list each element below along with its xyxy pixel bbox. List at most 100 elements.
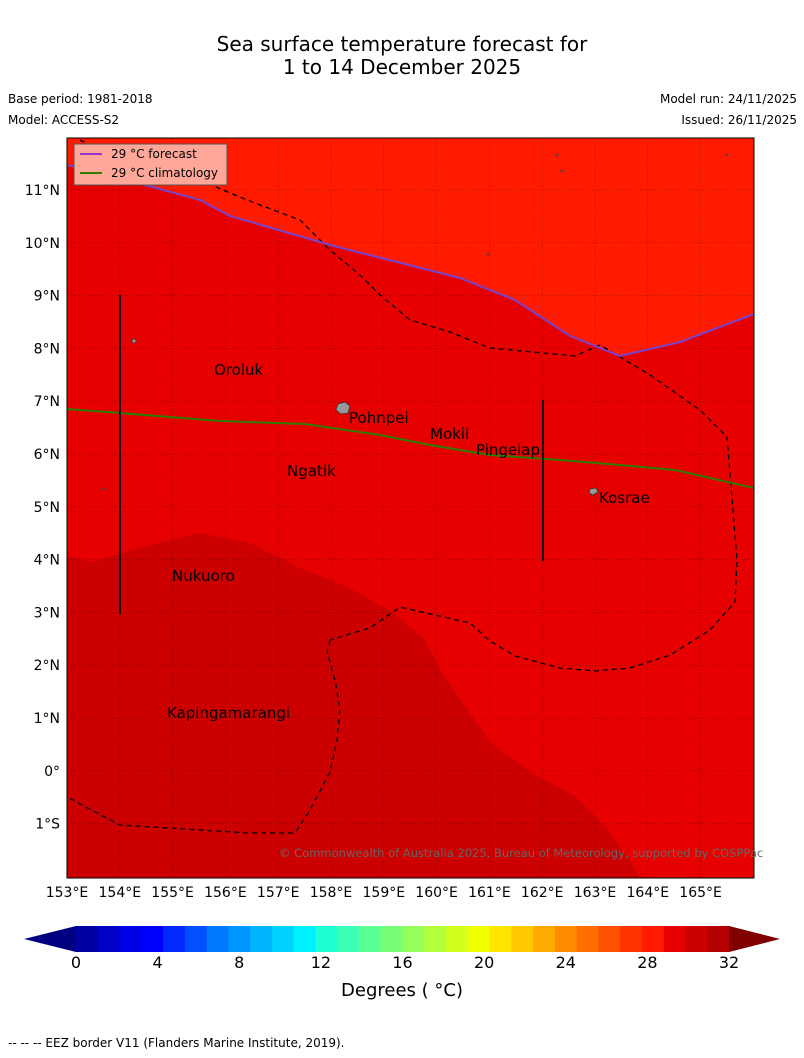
colorbar-swatch <box>576 926 599 952</box>
place-mokil: Mokil <box>430 425 469 443</box>
place-kapingamarangi: Kapingamarangi <box>167 704 290 722</box>
colorbar-swatch <box>337 926 360 952</box>
colorbar-min-arrow <box>24 926 76 952</box>
issued-date: Issued: 26/11/2025 <box>681 113 797 127</box>
lon-label: 153°E <box>46 885 89 901</box>
colorbar-tick: 24 <box>555 953 576 972</box>
lat-label: 2°N <box>34 658 60 674</box>
colorbar-swatch <box>467 926 491 952</box>
colorbar-swatch <box>489 926 512 952</box>
colorbar-tick: 32 <box>718 953 740 972</box>
lon-label: 159°E <box>363 885 406 901</box>
colorbar-label: Degrees ( °C) <box>341 980 463 1001</box>
lat-label: 6°N <box>34 447 60 463</box>
lon-label: 165°E <box>679 885 722 901</box>
islet <box>555 153 559 157</box>
islet <box>486 252 490 256</box>
lon-label: 162°E <box>521 885 564 901</box>
map-frame <box>66 137 755 879</box>
colorbar-tick: 8 <box>234 953 245 972</box>
colorbar-tick: 12 <box>310 953 332 972</box>
colorbar-swatch <box>685 926 708 952</box>
place-oroluk: Oroluk <box>214 361 263 379</box>
model-name: Model: ACCESS-S2 <box>8 113 120 127</box>
legend-box: 29 °C forecast 29 °C climatology <box>73 143 228 186</box>
colorbar-max-arrow <box>729 926 780 952</box>
colorbar-swatch <box>206 926 229 952</box>
colorbar-tick: 28 <box>637 953 658 972</box>
colorbar-swatch <box>641 926 665 952</box>
islet <box>560 169 564 173</box>
colorbar-tick: 20 <box>473 953 495 972</box>
colorbar-swatch <box>598 926 621 952</box>
lat-label: 7°N <box>34 394 60 410</box>
colorbar-swatch <box>141 926 164 952</box>
colorbar-swatch <box>424 926 447 952</box>
colorbar-swatch <box>163 926 186 952</box>
lat-label: 4°N <box>34 553 60 569</box>
lon-label: 163°E <box>574 885 617 901</box>
colorbar-swatch <box>315 926 338 952</box>
colorbar-tick: 4 <box>152 953 163 972</box>
place-ngatik: Ngatik <box>287 462 336 480</box>
climatology-29c-contour <box>67 408 754 489</box>
colorbar-swatch <box>446 926 469 952</box>
lon-label: 164°E <box>627 885 670 901</box>
colorbar-swatch <box>358 926 382 952</box>
lat-label: 9°N <box>34 289 60 305</box>
legend-forecast-label: 29 °C forecast <box>111 147 197 161</box>
colorbar-swatch <box>402 926 425 952</box>
lon-label: 158°E <box>310 885 353 901</box>
kosrae-island <box>588 487 599 496</box>
colorbar-swatch <box>293 926 316 952</box>
lat-label: 1°S <box>35 817 60 833</box>
colorbar-swatch <box>184 926 208 952</box>
colorbar-swatch <box>620 926 643 952</box>
colorbar-tick: 0 <box>70 953 82 972</box>
lon-label: 154°E <box>99 885 142 901</box>
title-line-2: 1 to 14 December 2025 <box>282 55 522 79</box>
colorbar-swatch <box>228 926 251 952</box>
lat-label: 3°N <box>34 605 60 621</box>
colorbar-swatch <box>380 926 403 952</box>
forecast-29c-contour <box>67 164 754 358</box>
region-28-to-29 <box>67 533 640 878</box>
copyright: © Commonwealth of Australia 2025, Bureau… <box>279 846 763 860</box>
place-pohnpei: Pohnpei <box>349 409 409 427</box>
colorbar-swatch <box>250 926 273 952</box>
colorbar-swatch <box>511 926 534 952</box>
place-nukuoro: Nukuoro <box>172 567 235 585</box>
lat-label: 1°N <box>34 711 60 727</box>
colorbar-swatch <box>76 926 99 952</box>
eez-border-south <box>67 639 341 834</box>
colorbar-swatch <box>97 926 121 952</box>
lon-label: 157°E <box>257 885 300 901</box>
colorbar-swatch <box>119 926 142 952</box>
lon-label: 161°E <box>468 885 511 901</box>
colorbar-tick: 16 <box>392 953 413 972</box>
lat-label: 10°N <box>25 236 60 252</box>
lat-label: 11°N <box>25 183 60 199</box>
legend-climatology-label: 29 °C climatology <box>111 166 218 180</box>
islet <box>725 153 729 157</box>
colorbar-swatch <box>663 926 686 952</box>
colorbar-swatch <box>707 926 730 952</box>
islet <box>101 487 105 491</box>
islet <box>131 338 137 344</box>
eez-border-north <box>79 139 738 672</box>
lat-label: 5°N <box>34 500 60 516</box>
lon-label: 160°E <box>415 885 458 901</box>
title-line-1: Sea surface temperature forecast for <box>216 32 588 56</box>
place-pingelap: Pingelap <box>476 441 540 459</box>
place-kosrae: Kosrae <box>599 489 650 507</box>
pohnpei-island <box>335 401 351 415</box>
colorbar-swatch <box>271 926 295 952</box>
eez-footnote: -- -- -- EEZ border V11 (Flanders Marine… <box>8 1036 345 1050</box>
lon-label: 156°E <box>204 885 247 901</box>
colorbar-swatch <box>554 926 578 952</box>
model-run: Model run: 24/11/2025 <box>659 92 797 106</box>
colorbar <box>24 926 780 952</box>
lon-label: 155°E <box>151 885 194 901</box>
lat-label: 8°N <box>34 341 60 357</box>
